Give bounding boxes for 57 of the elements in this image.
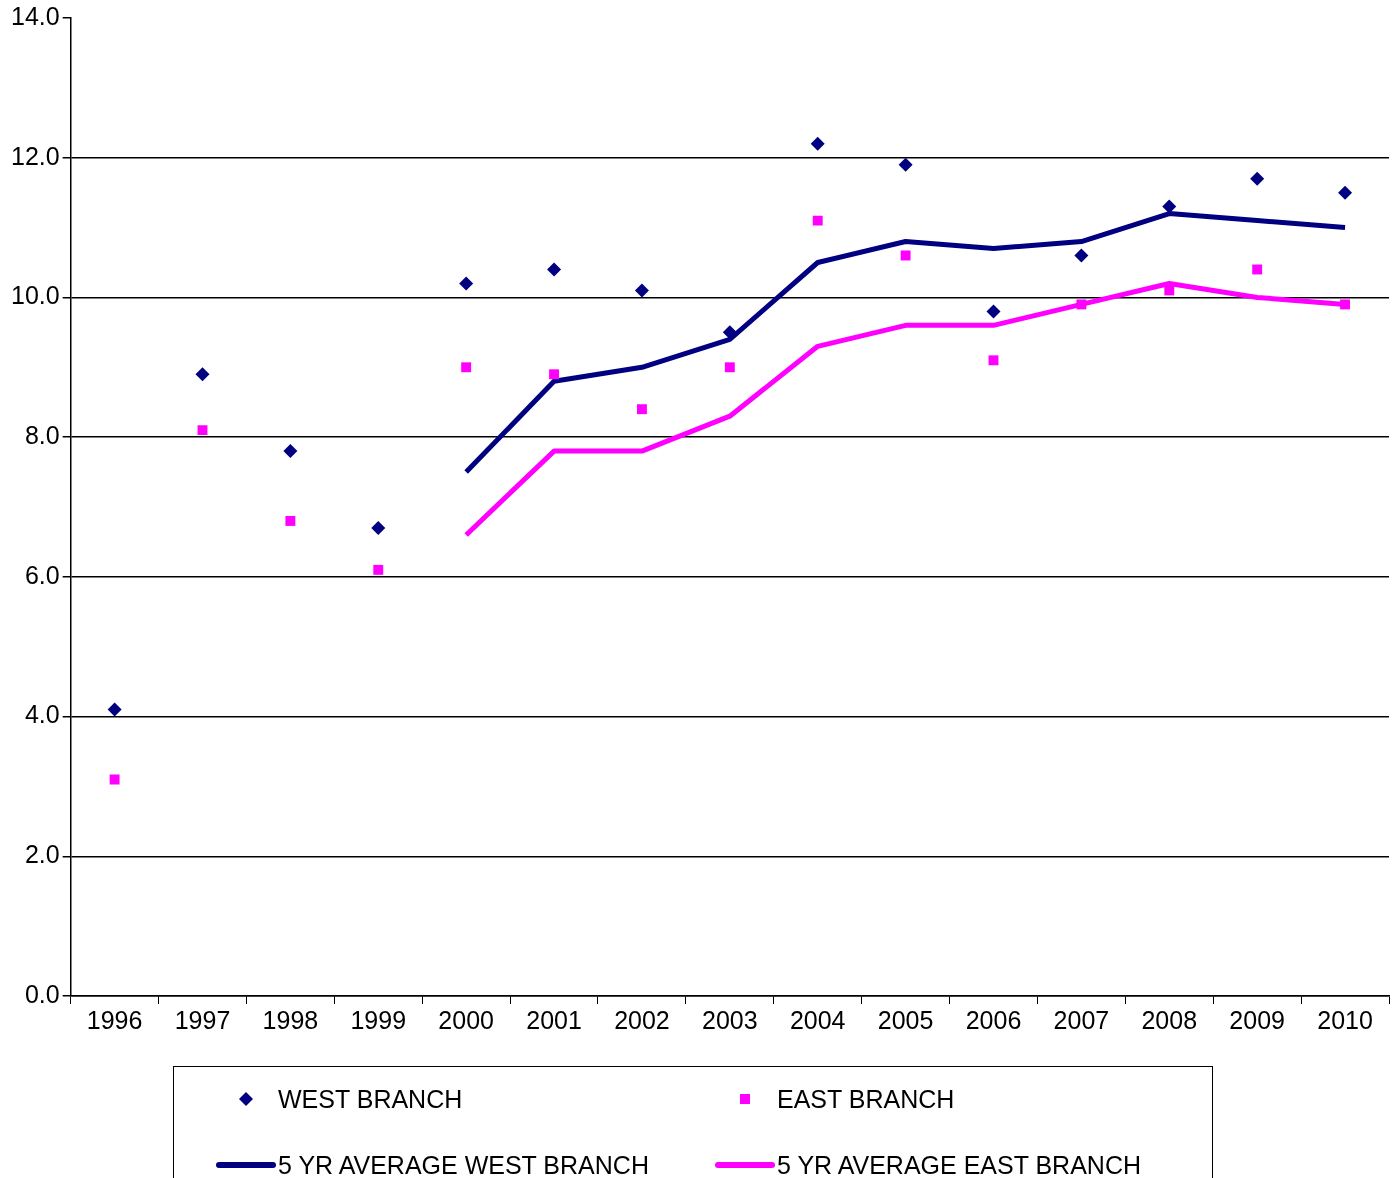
point xyxy=(988,355,999,366)
point xyxy=(107,702,122,717)
point xyxy=(1340,299,1351,310)
x-tick-label: 2010 xyxy=(1317,1005,1373,1034)
point xyxy=(1250,171,1265,186)
y-tick-label: 0.0 xyxy=(24,979,60,1008)
point xyxy=(1076,299,1087,310)
y-tick-label: 2.0 xyxy=(24,840,60,869)
x-tick-label: 2000 xyxy=(438,1005,494,1034)
point xyxy=(986,304,1001,319)
legend-label: WEST BRANCH xyxy=(278,1084,463,1114)
point xyxy=(283,444,298,459)
point xyxy=(1074,248,1089,263)
point xyxy=(898,157,913,172)
point xyxy=(900,250,911,261)
y-tick-label: 8.0 xyxy=(24,421,60,450)
point xyxy=(1252,264,1263,275)
point xyxy=(634,283,649,298)
y-tick-label: 10.0 xyxy=(10,281,60,310)
point xyxy=(1338,185,1353,200)
y-tick-label: 12.0 xyxy=(10,141,60,170)
point xyxy=(195,367,210,382)
x-tick-label: 1998 xyxy=(262,1005,319,1034)
x-tick-label: 1996 xyxy=(86,1005,143,1034)
point xyxy=(461,362,472,373)
point xyxy=(1164,285,1175,296)
y-tick-label: 14.0 xyxy=(10,1,60,30)
point xyxy=(547,262,562,277)
point xyxy=(197,425,208,436)
x-tick-label: 2009 xyxy=(1229,1005,1285,1034)
point xyxy=(1162,199,1177,214)
point xyxy=(109,774,120,785)
x-tick-label: 2004 xyxy=(789,1005,846,1034)
x-tick-label: 2007 xyxy=(1053,1005,1110,1034)
legend-label: 5 YR AVERAGE WEST BRANCH xyxy=(278,1150,649,1178)
x-tick-label: 1999 xyxy=(350,1005,407,1034)
point xyxy=(636,404,647,415)
point xyxy=(549,369,559,380)
x-tick-label: 2006 xyxy=(965,1005,1022,1034)
x-tick-label: 2008 xyxy=(1141,1005,1198,1034)
point xyxy=(459,276,474,291)
x-tick-label: 2001 xyxy=(526,1005,582,1034)
point xyxy=(285,516,296,526)
point xyxy=(810,136,825,151)
point xyxy=(373,564,384,575)
y-tick-label: 4.0 xyxy=(24,700,60,729)
legend-label: EAST BRANCH xyxy=(777,1084,955,1114)
y-tick-label: 6.0 xyxy=(24,560,60,589)
point xyxy=(371,520,386,535)
point xyxy=(724,362,735,373)
legend-label: 5 YR AVERAGE EAST BRANCH xyxy=(777,1150,1142,1178)
x-tick-label: 2003 xyxy=(702,1005,758,1034)
point xyxy=(722,325,737,340)
x-tick-label: 2002 xyxy=(614,1005,670,1034)
x-tick-label: 1997 xyxy=(174,1005,231,1034)
point xyxy=(812,215,823,226)
x-tick-label: 2005 xyxy=(877,1005,934,1034)
